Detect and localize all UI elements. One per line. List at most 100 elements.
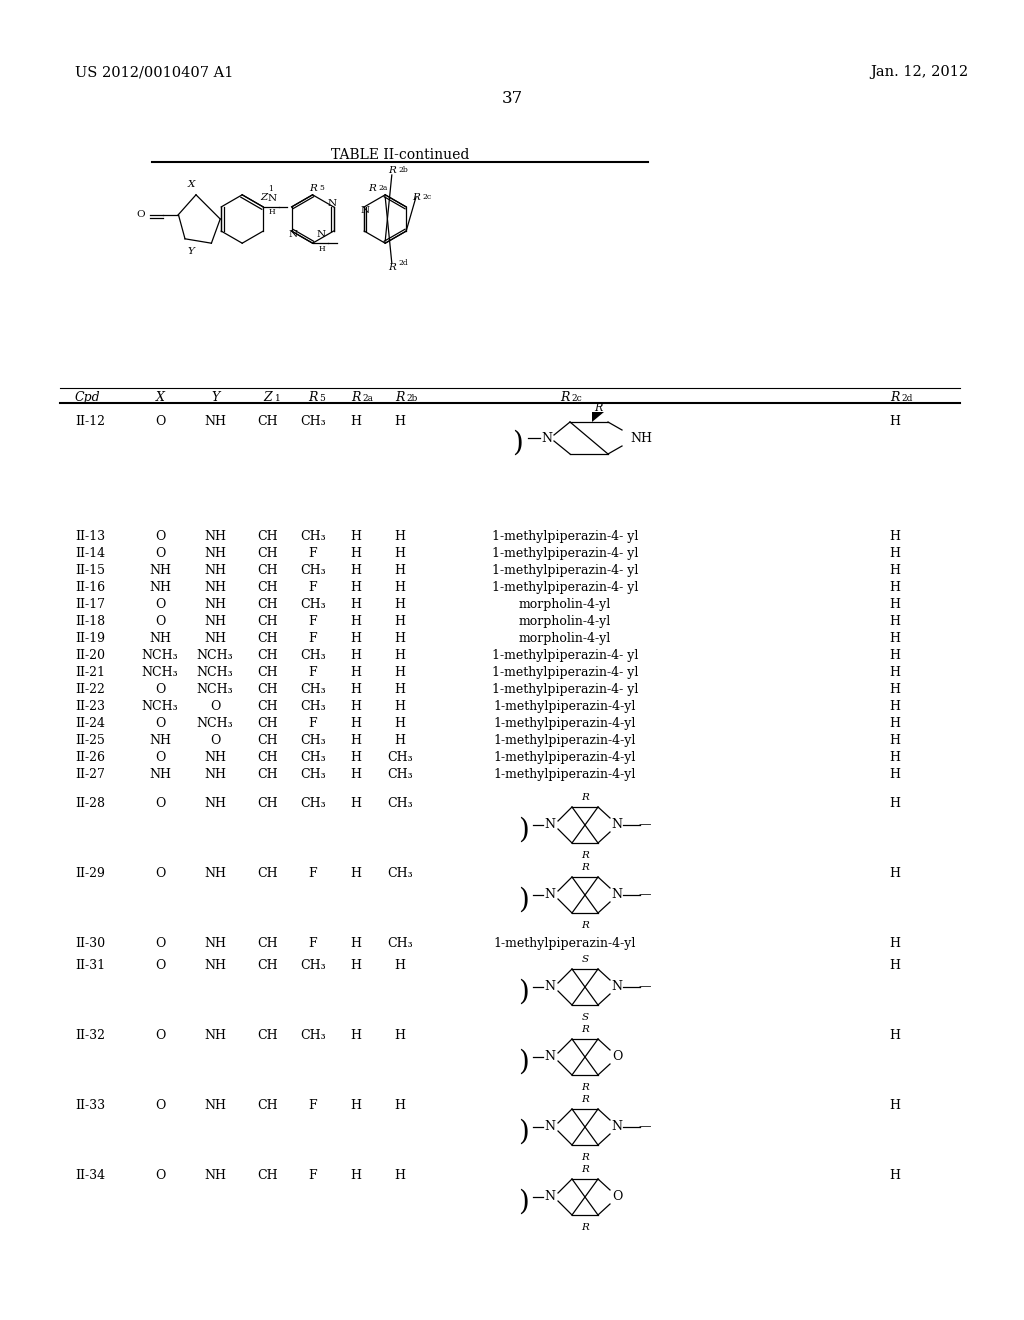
Text: O: O <box>155 546 165 560</box>
Text: CH: CH <box>258 546 279 560</box>
Text: 1-methylpiperazin-4- yl: 1-methylpiperazin-4- yl <box>492 581 638 594</box>
Text: R: R <box>308 183 316 193</box>
Text: F: F <box>308 717 317 730</box>
Text: —: — <box>639 888 651 902</box>
Text: NCH₃: NCH₃ <box>197 667 233 678</box>
Text: H: H <box>394 632 406 645</box>
Text: H: H <box>890 768 900 781</box>
Text: CH₃: CH₃ <box>300 682 326 696</box>
Text: R: R <box>581 1024 589 1034</box>
Text: CH₃: CH₃ <box>300 960 326 972</box>
Text: CH: CH <box>258 682 279 696</box>
Text: S: S <box>582 1012 589 1022</box>
Text: R: R <box>890 391 900 404</box>
Text: NH: NH <box>150 768 171 781</box>
Text: O: O <box>155 531 165 543</box>
Text: CH₃: CH₃ <box>387 768 413 781</box>
Text: Cpd: Cpd <box>75 391 100 404</box>
Text: H: H <box>350 682 361 696</box>
Text: II-24: II-24 <box>75 717 105 730</box>
Text: CH₃: CH₃ <box>387 751 413 764</box>
Text: R: R <box>594 403 602 413</box>
Text: 1-methylpiperazin-4- yl: 1-methylpiperazin-4- yl <box>492 546 638 560</box>
Text: H: H <box>350 867 361 880</box>
Text: CH: CH <box>258 768 279 781</box>
Text: H: H <box>318 244 325 252</box>
Text: 37: 37 <box>502 90 522 107</box>
Text: CH₃: CH₃ <box>300 734 326 747</box>
Text: 2c: 2c <box>423 193 432 201</box>
Text: NH: NH <box>204 768 226 781</box>
Text: CH: CH <box>258 667 279 678</box>
Text: II-12: II-12 <box>75 414 105 428</box>
Text: H: H <box>350 937 361 950</box>
Text: 5: 5 <box>319 393 325 403</box>
Text: R: R <box>581 920 589 929</box>
Text: morpholin-4-yl: morpholin-4-yl <box>519 615 611 628</box>
Text: 1-methylpiperazin-4- yl: 1-methylpiperazin-4- yl <box>492 682 638 696</box>
Text: F: F <box>308 615 317 628</box>
Text: 2d: 2d <box>901 393 912 403</box>
Text: H: H <box>350 797 361 810</box>
Text: CH₃: CH₃ <box>300 564 326 577</box>
Text: CH: CH <box>258 564 279 577</box>
Text: 5: 5 <box>319 183 324 191</box>
Text: O: O <box>155 717 165 730</box>
Text: O: O <box>137 210 145 219</box>
Text: N: N <box>360 206 370 215</box>
Text: 1: 1 <box>268 185 273 193</box>
Text: II-29: II-29 <box>75 867 104 880</box>
Text: H: H <box>394 564 406 577</box>
Text: —: — <box>639 1121 651 1134</box>
Text: H: H <box>890 615 900 628</box>
Text: H: H <box>394 414 406 428</box>
Text: 1-methylpiperazin-4-yl: 1-methylpiperazin-4-yl <box>494 734 636 747</box>
Text: CH₃: CH₃ <box>300 700 326 713</box>
Text: 2a: 2a <box>362 393 373 403</box>
Text: H: H <box>394 649 406 663</box>
Text: H: H <box>394 1170 406 1181</box>
Text: R: R <box>581 850 589 859</box>
Text: 1-methylpiperazin-4- yl: 1-methylpiperazin-4- yl <box>492 649 638 663</box>
Text: R: R <box>581 1164 589 1173</box>
Text: X: X <box>188 181 196 189</box>
Text: NCH₃: NCH₃ <box>141 649 178 663</box>
Text: ): ) <box>517 978 528 1006</box>
Text: O: O <box>155 414 165 428</box>
Text: NH: NH <box>204 564 226 577</box>
Text: II-33: II-33 <box>75 1100 105 1111</box>
Text: 1-methylpiperazin-4- yl: 1-methylpiperazin-4- yl <box>492 667 638 678</box>
Text: CH: CH <box>258 1030 279 1041</box>
Text: R: R <box>388 263 395 272</box>
Text: R: R <box>581 1094 589 1104</box>
Text: CH₃: CH₃ <box>300 531 326 543</box>
Text: H: H <box>350 581 361 594</box>
Text: H: H <box>394 546 406 560</box>
Text: Y: Y <box>211 391 219 404</box>
Text: 2c: 2c <box>571 393 582 403</box>
Text: NH: NH <box>150 581 171 594</box>
Text: H: H <box>394 960 406 972</box>
Text: F: F <box>308 546 317 560</box>
Text: H: H <box>394 581 406 594</box>
Text: CH: CH <box>258 649 279 663</box>
Text: NH: NH <box>204 1100 226 1111</box>
Text: NCH₃: NCH₃ <box>141 667 178 678</box>
Text: H: H <box>890 1170 900 1181</box>
Text: H: H <box>350 1030 361 1041</box>
Text: O: O <box>155 1100 165 1111</box>
Text: H: H <box>890 1030 900 1041</box>
Text: H: H <box>890 632 900 645</box>
Text: CH: CH <box>258 751 279 764</box>
Text: N: N <box>542 432 553 445</box>
Text: H: H <box>394 1030 406 1041</box>
Text: II-21: II-21 <box>75 667 105 678</box>
Text: CH₃: CH₃ <box>387 797 413 810</box>
Text: NH: NH <box>204 632 226 645</box>
Text: II-32: II-32 <box>75 1030 105 1041</box>
Polygon shape <box>592 412 604 422</box>
Text: CH: CH <box>258 1170 279 1181</box>
Text: 1-methylpiperazin-4- yl: 1-methylpiperazin-4- yl <box>492 564 638 577</box>
Text: II-17: II-17 <box>75 598 105 611</box>
Text: O: O <box>155 960 165 972</box>
